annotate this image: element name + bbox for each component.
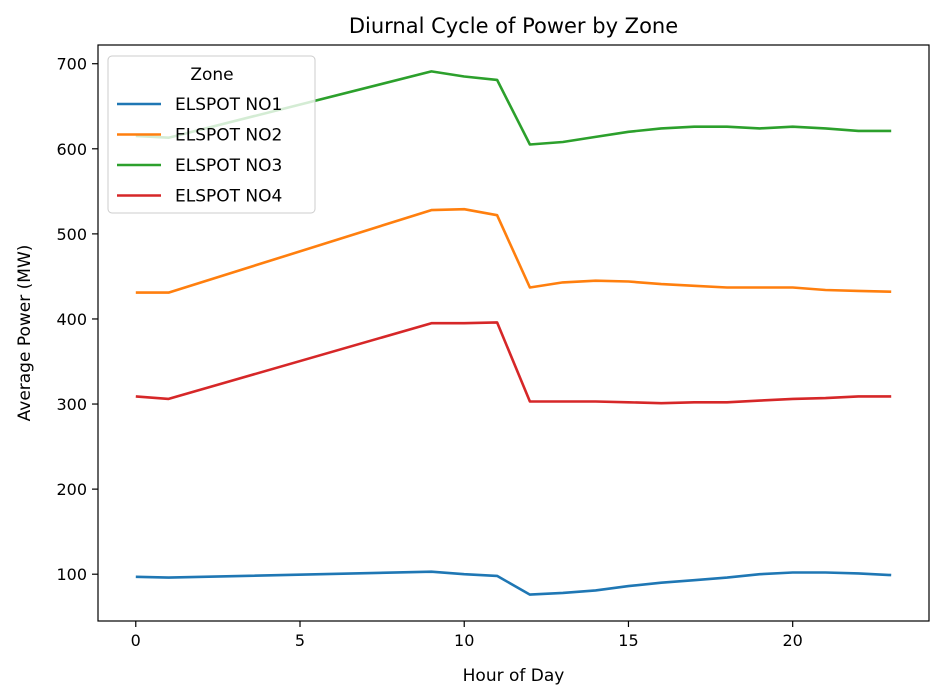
chart-title: Diurnal Cycle of Power by Zone [349,14,678,38]
series-line-elspot-no4 [135,321,892,405]
y-tick-label: 600 [56,140,87,159]
legend-box [107,55,316,214]
y-axis: 100 200 300 400 500 600 700 [56,55,98,584]
legend-label-elspot-no1: ELSPOT NO1 [175,95,282,115]
y-tick-label: 200 [56,480,87,499]
series-layer [135,70,892,596]
x-tick-label: 20 [783,631,803,650]
y-tick-label: 700 [56,55,87,74]
x-tick-label: 0 [131,631,141,650]
legend-label-elspot-no2: ELSPOT NO2 [175,126,282,146]
series-line-elspot-no1 [135,570,892,596]
legend-title: Zone [190,65,233,85]
x-axis-label: Hour of Day [463,666,565,686]
y-axis-label: Average Power (MW) [15,245,35,422]
x-tick-label: 15 [618,631,638,650]
y-tick-label: 300 [56,395,87,414]
x-tick-label: 5 [295,631,305,650]
series-line-elspot-no2 [135,207,892,294]
x-tick-label: 10 [454,631,474,650]
legend-entries: ELSPOT NO1 ELSPOT NO2 ELSPOT NO3 ELSPOT NO4 [117,95,282,207]
y-tick-label: 100 [56,565,87,584]
plot-frame [97,44,930,622]
legend-label-elspot-no3: ELSPOT NO3 [175,156,282,176]
legend-label-elspot-no4: ELSPOT NO4 [175,187,282,207]
y-tick-label: 500 [56,225,87,244]
series-line-elspot-no3 [135,70,892,146]
y-tick-label: 400 [56,310,87,329]
x-axis: 0 5 10 15 20 [131,621,803,650]
